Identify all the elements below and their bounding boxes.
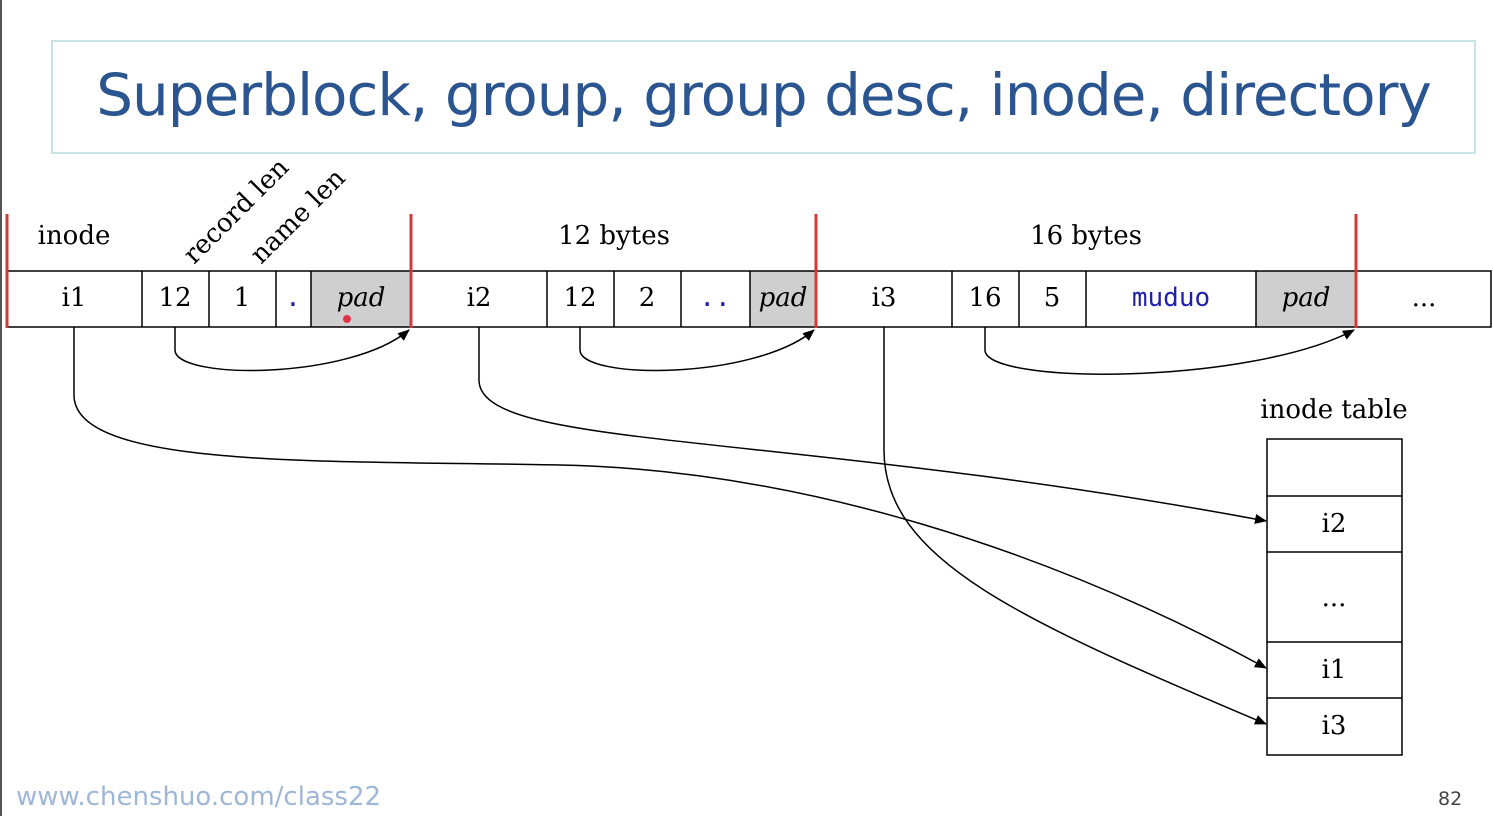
cell-e2-pad: pad — [759, 283, 808, 313]
pad-fill-1 — [311, 271, 411, 327]
pointer-dot — [343, 315, 351, 323]
header-entry3-size: 16 bytes — [1030, 221, 1142, 251]
cell-e1-namelen: 1 — [234, 283, 251, 313]
cell-e3-namelen: 5 — [1044, 283, 1061, 313]
entry-separators — [5, 214, 1358, 328]
inode-arrow-i2 — [478, 327, 1267, 524]
pad-fill-3 — [1256, 271, 1356, 327]
cell-e2-name: .. — [699, 283, 730, 313]
cell-e1-inode: i1 — [62, 283, 87, 313]
slide-left-edge — [0, 0, 2, 816]
header-entry2-size: 12 bytes — [558, 221, 670, 251]
cell-e2-namelen: 2 — [639, 283, 656, 313]
footer-url: www.chenshuo.com/class22 — [16, 782, 382, 812]
reclen-arrow-3 — [984, 327, 1355, 375]
inode-arrow-i3 — [883, 327, 1267, 725]
inode-table — [1266, 438, 1403, 756]
header-inode-label: inode — [38, 221, 111, 251]
inode-table-row-i3: i3 — [1322, 711, 1347, 741]
title-box: Superblock, group, group desc, inode, di… — [51, 40, 1476, 154]
cell-e3-inode: i3 — [872, 283, 897, 313]
cell-rest: ... — [1412, 283, 1437, 313]
reclen-arrow-1 — [174, 327, 410, 372]
page-number: 82 — [1438, 788, 1463, 810]
inode-table-row-i2: i2 — [1322, 509, 1347, 539]
cell-e2-reclen: 12 — [563, 283, 596, 313]
inode-table-label: inode table — [1260, 395, 1407, 425]
cell-e1-name: . — [285, 283, 301, 313]
pad-fill-2 — [750, 271, 816, 327]
inode-table-row-i1: i1 — [1322, 655, 1347, 685]
cell-e3-reclen: 16 — [968, 283, 1001, 313]
cell-e3-pad: pad — [1282, 283, 1331, 313]
inode-arrow-i1 — [73, 327, 1267, 669]
cell-dividers — [141, 271, 1257, 327]
slide-title: Superblock, group, group desc, inode, di… — [96, 61, 1432, 129]
cell-e2-inode: i2 — [467, 283, 492, 313]
inode-table-row-ellipsis: ... — [1322, 583, 1347, 613]
cell-e1-reclen: 12 — [158, 283, 191, 313]
cell-e3-name: muduo — [1132, 283, 1210, 313]
cell-e1-pad: pad — [337, 283, 386, 313]
reclen-arrow-2 — [579, 327, 815, 372]
